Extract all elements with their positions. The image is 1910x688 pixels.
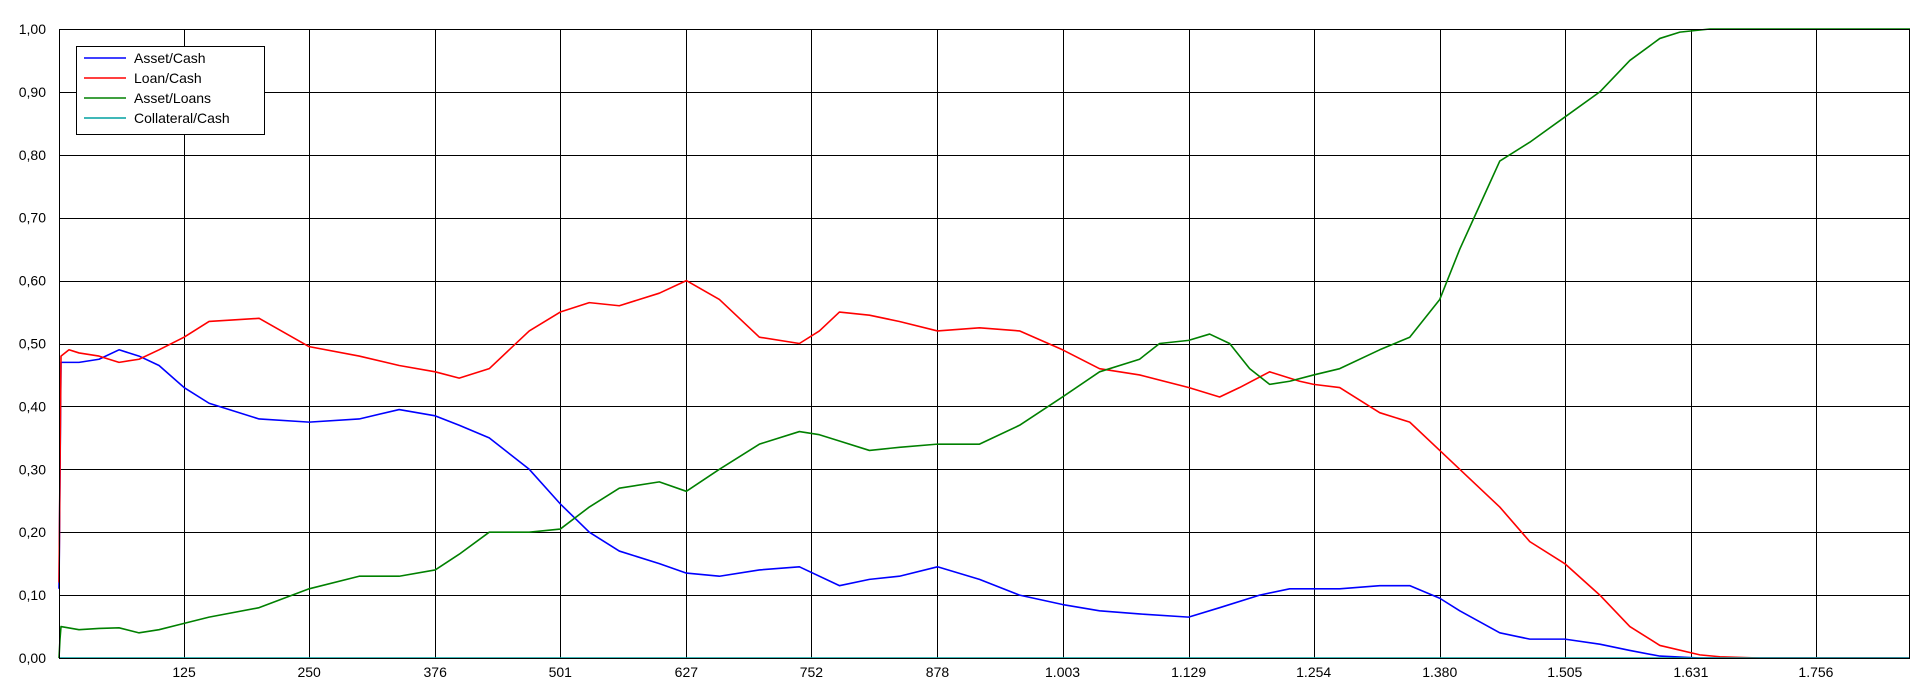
y-tick-label: 0,90 <box>19 84 46 100</box>
x-tick-label: 250 <box>297 664 321 680</box>
x-tick-label: 752 <box>800 664 824 680</box>
legend-label-asset-loans: Asset/Loans <box>134 90 211 106</box>
y-tick-label: 0,00 <box>19 650 46 666</box>
series-line-asset-loans <box>58 28 1910 659</box>
series-line-asset-cash <box>58 348 1910 659</box>
series-layer <box>58 28 1910 659</box>
legend-label-collateral-cash: Collateral/Cash <box>134 110 230 126</box>
x-tick-label: 878 <box>926 664 950 680</box>
x-tick-label: 1.129 <box>1171 664 1206 680</box>
y-tick-label: 0,40 <box>19 398 46 414</box>
legend-label-loan-cash: Loan/Cash <box>134 70 202 86</box>
y-tick-label: 0,10 <box>19 587 46 603</box>
x-tick-label: 1.756 <box>1798 664 1833 680</box>
x-tick-label: 1.631 <box>1673 664 1708 680</box>
x-tick-label: 125 <box>172 664 196 680</box>
legend: Asset/Cash Loan/Cash Asset/Loans Collateral… <box>76 46 265 135</box>
x-tick-label: 1.380 <box>1422 664 1457 680</box>
y-tick-label: 0,80 <box>19 147 46 163</box>
y-tick-label: 0,30 <box>19 461 46 477</box>
x-tick-label: 627 <box>675 664 699 680</box>
x-tick-label: 376 <box>424 664 448 680</box>
grid-lines <box>59 29 1910 659</box>
y-tick-label: 0,60 <box>19 273 46 289</box>
series-line-loan-cash <box>58 279 1910 659</box>
y-axis-ticks: 0,00 0,10 0,20 0,30 0,40 0,50 0,60 0,70 0,80 0,90… <box>19 21 46 666</box>
x-tick-label: 1.505 <box>1547 664 1582 680</box>
x-tick-label: 1.254 <box>1296 664 1331 680</box>
y-tick-label: 0,50 <box>19 336 46 352</box>
x-tick-label: 1.003 <box>1045 664 1080 680</box>
y-tick-label: 0,20 <box>19 524 46 540</box>
legend-box <box>76 46 265 135</box>
legend-label-asset-cash: Asset/Cash <box>134 50 206 66</box>
y-tick-label: 1,00 <box>19 21 46 37</box>
x-axis-ticks: 125 250 376 501 627 752 878 1.003 1.129 1.254 1.38… <box>172 664 1833 680</box>
y-tick-label: 0,70 <box>19 210 46 226</box>
x-tick-label: 501 <box>549 664 573 680</box>
